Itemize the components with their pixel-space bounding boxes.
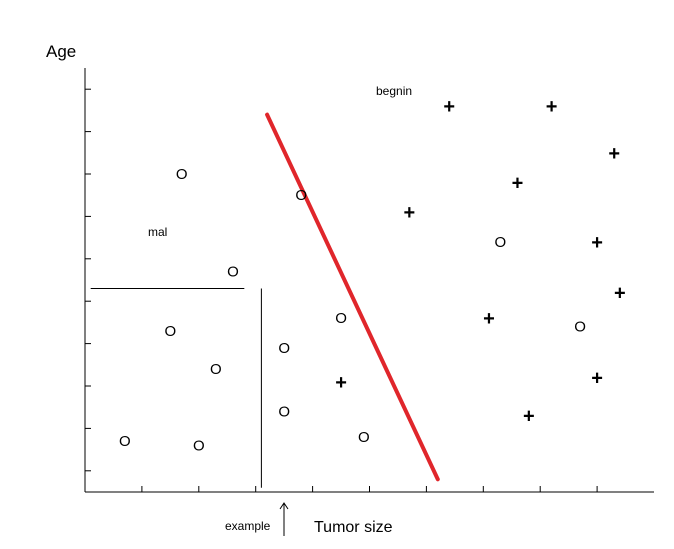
- benign-point-9: +: [335, 372, 347, 394]
- benign-point-8: +: [483, 308, 495, 330]
- example-arrow: [279, 502, 289, 536]
- benign-point-10: +: [591, 368, 603, 390]
- benign-point-5: +: [403, 202, 415, 224]
- malignant-points: O O O O O O O O O O O O O: [119, 166, 586, 454]
- benign-points: + + + + + + + + + + +: [335, 96, 625, 428]
- malignant-label: mal: [148, 225, 167, 239]
- malignant-point-5: O: [278, 340, 290, 357]
- malignant-point-1: O: [176, 166, 188, 183]
- benign-point-6: +: [591, 232, 603, 254]
- y-axis-label: Age: [46, 42, 76, 61]
- malignant-point-6: O: [119, 433, 131, 450]
- threshold-lines: [90, 287, 262, 488]
- malignant-point-12: O: [495, 234, 507, 251]
- malignant-point-2: O: [227, 264, 239, 281]
- x-axis-label: Tumor size: [314, 519, 393, 536]
- benign-label: begnin: [376, 84, 412, 98]
- malignant-point-13: O: [574, 319, 586, 336]
- malignant-point-3: O: [165, 323, 177, 340]
- malignant-point-9: O: [295, 187, 307, 204]
- malignant-point-4: O: [210, 361, 222, 378]
- malignant-point-11: O: [358, 429, 370, 446]
- decision-boundary-line: [265, 112, 440, 482]
- benign-point-1: +: [443, 96, 455, 118]
- benign-point-11: +: [523, 406, 535, 428]
- malignant-point-7: O: [193, 437, 205, 454]
- axis-ticks: [85, 88, 598, 492]
- benign-point-2: +: [546, 96, 558, 118]
- malignant-point-8: O: [278, 403, 290, 420]
- benign-point-4: +: [512, 172, 524, 194]
- example-label: example: [225, 519, 271, 533]
- decision-boundary: [265, 112, 440, 482]
- benign-point-3: +: [608, 143, 620, 165]
- malignant-point-10: O: [335, 310, 347, 327]
- benign-point-7: +: [614, 283, 626, 305]
